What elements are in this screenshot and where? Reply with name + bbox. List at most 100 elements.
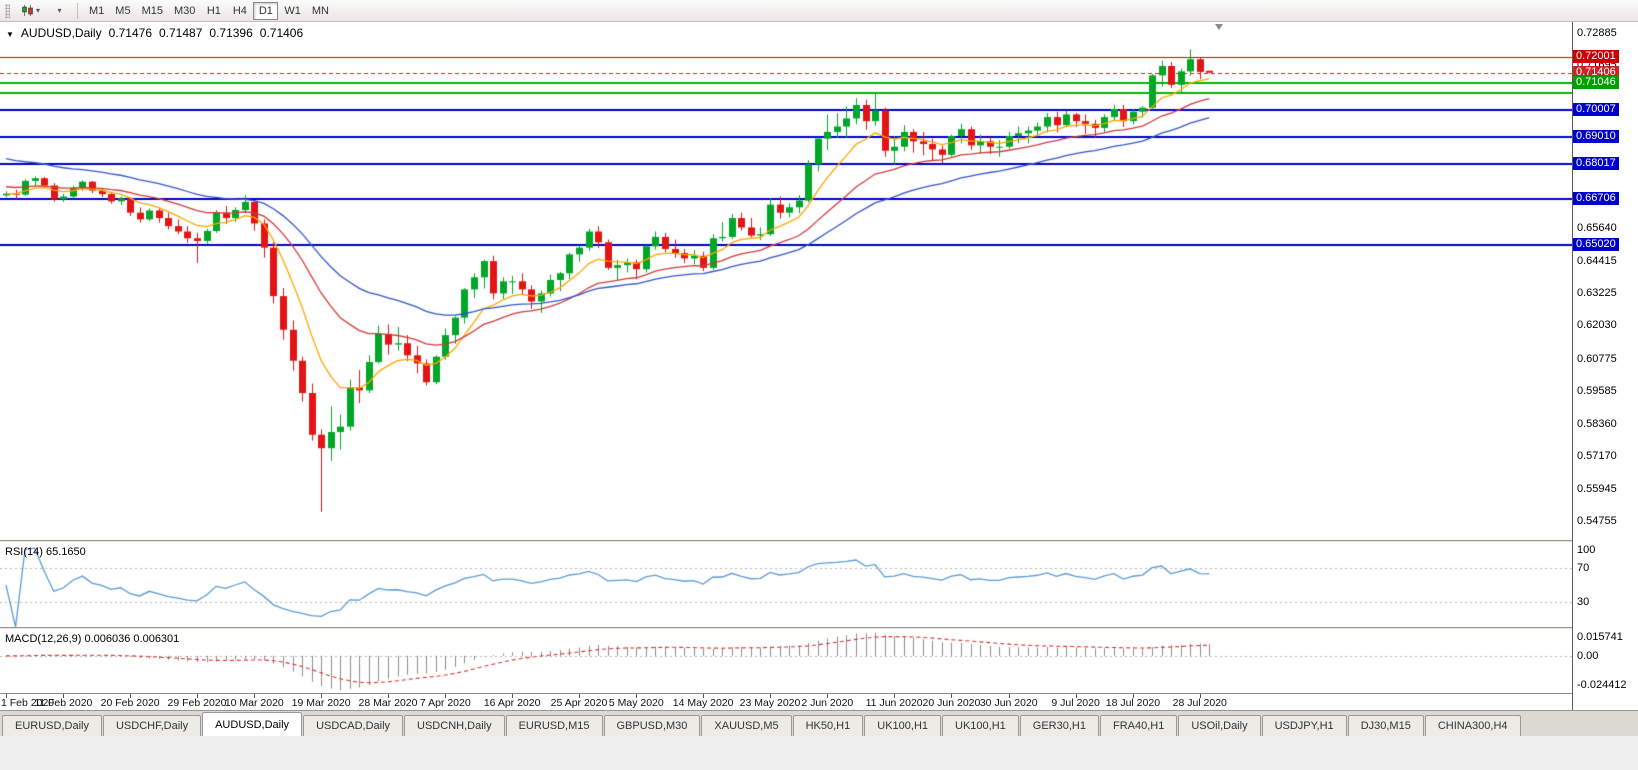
chart-type-button[interactable]: ▾ xyxy=(16,2,45,20)
time-axis-label: 11 Jun 2020 xyxy=(865,697,923,709)
chart-dropdown-button[interactable]: ▾ xyxy=(46,2,71,20)
price-axis-label: 0.57170 xyxy=(1577,450,1617,462)
price-axis-label: 0.54755 xyxy=(1577,515,1617,528)
time-axis-tick xyxy=(827,694,828,698)
tab-usdcnh-daily[interactable]: USDCNH,Daily xyxy=(404,715,505,736)
tab-ger30-h1[interactable]: GER30,H1 xyxy=(1019,715,1099,736)
toolbar-separator xyxy=(77,2,79,19)
time-axis-label: 5 May 2020 xyxy=(608,697,664,709)
tab-china300-h4[interactable]: CHINA300,H4 xyxy=(1424,715,1521,736)
time-axis-tick xyxy=(254,694,255,698)
price-chart-canvas[interactable] xyxy=(0,22,1572,540)
rsi-panel-canvas[interactable] xyxy=(0,543,1572,627)
price-axis-label: 0.63225 xyxy=(1577,287,1617,300)
timeframe-m5[interactable]: M5 xyxy=(110,2,135,20)
timeframe-m15[interactable]: M15 xyxy=(137,2,168,20)
time-axis-tick xyxy=(703,694,704,698)
timeframe-m30[interactable]: M30 xyxy=(169,2,200,20)
time-axis-tick xyxy=(1009,694,1010,698)
price-axis-label: 0.55945 xyxy=(1577,482,1617,495)
time-axis-tick xyxy=(63,694,64,698)
time-axis-label: 20 Jun 2020 xyxy=(922,697,981,709)
rsi-axis-label: 30 xyxy=(1577,595,1590,608)
chevron-down-icon: ▾ xyxy=(36,5,41,15)
tab-gbpusd-m30[interactable]: GBPUSD,M30 xyxy=(603,715,701,736)
tab-usdchf-daily[interactable]: USDCHF,Daily xyxy=(102,715,202,736)
price-axis-label: 0.60775 xyxy=(1577,352,1617,365)
time-axis-tick xyxy=(321,694,322,698)
timeframe-h1[interactable]: H1 xyxy=(201,2,226,20)
price-axis: 0.728850.716950.656400.644150.632250.620… xyxy=(1572,22,1638,710)
price-badge: 0.66706 xyxy=(1573,192,1619,206)
price-axis-label: 0.62030 xyxy=(1577,319,1617,332)
time-axis-label: 7 Apr 2020 xyxy=(419,697,471,709)
timeframe-mn[interactable]: MN xyxy=(307,2,334,20)
macd-axis-label: 0.00 xyxy=(1577,649,1599,662)
chart-window: 0.728850.716950.656400.644150.632250.620… xyxy=(0,22,1638,710)
chart-title-bar: ▼ AUDUSD,Daily 0.71476 0.71487 0.71396 0… xyxy=(6,26,303,40)
ohlc-high: 0.71487 xyxy=(159,26,203,40)
price-axis-label: 0.59585 xyxy=(1577,385,1617,397)
tab-audusd-daily[interactable]: AUDUSD,Daily xyxy=(202,712,303,736)
timeframe-d1[interactable]: D1 xyxy=(253,1,279,20)
time-axis-label: 30 Jun 2020 xyxy=(979,697,1038,709)
tab-uk100-h1[interactable]: UK100,H1 xyxy=(942,715,1019,736)
price-badge: 0.70007 xyxy=(1573,103,1619,117)
ohlc-close: 0.71406 xyxy=(259,26,304,40)
symbol-period-label: AUDUSD,Daily xyxy=(20,26,102,40)
panel-separator[interactable] xyxy=(0,627,1638,630)
tab-uk100-h1[interactable]: UK100,H1 xyxy=(864,715,942,736)
macd-panel-canvas[interactable] xyxy=(0,630,1572,693)
time-axis-label: 10 Mar 2020 xyxy=(224,697,284,709)
price-axis-label: 0.64415 xyxy=(1577,254,1617,267)
time-axis-tick xyxy=(1076,694,1077,698)
time-axis-tick xyxy=(1200,694,1201,698)
time-axis-label: 28 Jul 2020 xyxy=(1172,697,1227,709)
time-axis-tick xyxy=(1133,694,1134,698)
time-axis-label: 14 May 2020 xyxy=(672,697,734,709)
time-axis-label: 23 May 2020 xyxy=(739,697,801,709)
time-axis-tick xyxy=(770,694,771,698)
time-axis-tick xyxy=(388,694,389,698)
tab-eurusd-daily[interactable]: EURUSD,Daily xyxy=(2,715,102,736)
macd-axis-label: 0.015741 xyxy=(1577,631,1623,643)
candlestick-chart-icon xyxy=(22,5,33,16)
tab-fra40-h1[interactable]: FRA40,H1 xyxy=(1099,715,1178,736)
time-axis-label: 28 Mar 2020 xyxy=(358,697,418,709)
time-axis-label: 19 Mar 2020 xyxy=(291,697,351,709)
time-axis-tick xyxy=(951,694,952,698)
price-axis-label: 0.58360 xyxy=(1577,417,1617,430)
tab-xauusd-m5[interactable]: XAUUSD,M5 xyxy=(701,715,792,736)
rsi-axis-label: 100 xyxy=(1577,544,1596,556)
tab-usdcad-daily[interactable]: USDCAD,Daily xyxy=(303,715,404,736)
toolbar-grip[interactable] xyxy=(5,3,10,18)
chevron-down-icon: ▾ xyxy=(57,5,62,15)
macd-axis-label: -0.024412 xyxy=(1577,679,1627,691)
time-axis-tick xyxy=(512,694,513,698)
price-badge: 0.71046 xyxy=(1573,75,1619,89)
time-axis-tick xyxy=(197,694,198,698)
timeframe-buttons: M1 M5 M15 M30 H1 H4 D1 W1 MN xyxy=(84,1,334,20)
timeframe-h4[interactable]: H4 xyxy=(227,2,252,20)
timeframe-toolbar: ▾ ▾ M1 M5 M15 M30 H1 H4 D1 W1 MN xyxy=(0,0,1638,22)
time-axis-label: 2 Jun 2020 xyxy=(801,697,854,709)
rsi-axis-label: 70 xyxy=(1577,562,1590,575)
collapse-chart-icon[interactable]: ▼ xyxy=(6,30,14,39)
tab-dj30-m15[interactable]: DJ30,M15 xyxy=(1347,715,1424,736)
price-axis-label: 0.72885 xyxy=(1577,27,1617,39)
time-axis-label: 9 Jul 2020 xyxy=(1051,697,1100,709)
timeframe-w1[interactable]: W1 xyxy=(279,2,306,20)
time-axis-tick xyxy=(894,694,895,698)
tab-usdjpy-h1[interactable]: USDJPY,H1 xyxy=(1261,715,1347,736)
time-axis-tick xyxy=(636,694,637,698)
tab-usoil-daily[interactable]: USOil,Daily xyxy=(1178,715,1261,736)
price-badge: 0.69010 xyxy=(1573,130,1619,144)
panel-separator[interactable] xyxy=(0,540,1638,543)
tab-hk50-h1[interactable]: HK50,H1 xyxy=(792,715,864,736)
time-axis-label: 20 Feb 2020 xyxy=(100,697,160,709)
timeframe-m1[interactable]: M1 xyxy=(84,2,109,20)
tab-eurusd-m15[interactable]: EURUSD,M15 xyxy=(505,715,603,736)
time-axis-label: 16 Apr 2020 xyxy=(483,697,541,709)
ohlc-open: 0.71476 xyxy=(108,26,152,40)
